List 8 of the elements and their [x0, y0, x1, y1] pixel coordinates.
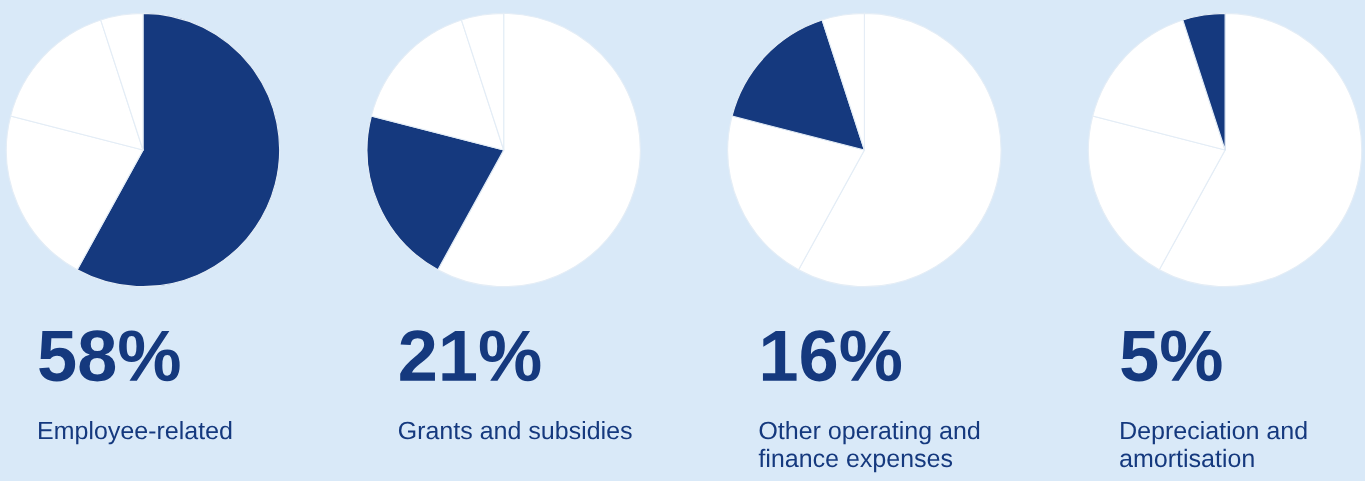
text: 16% [762, 330, 902, 382]
text: 5% [1121, 330, 1222, 382]
text: Other operating and finance expenses [758, 421, 980, 473]
text: Employee-related [39, 421, 232, 445]
text: 21% [400, 330, 541, 382]
text: Grants and subsidies [398, 421, 632, 440]
text: Depreciation and amortisation [1120, 421, 1307, 468]
text: 58% [39, 330, 180, 382]
